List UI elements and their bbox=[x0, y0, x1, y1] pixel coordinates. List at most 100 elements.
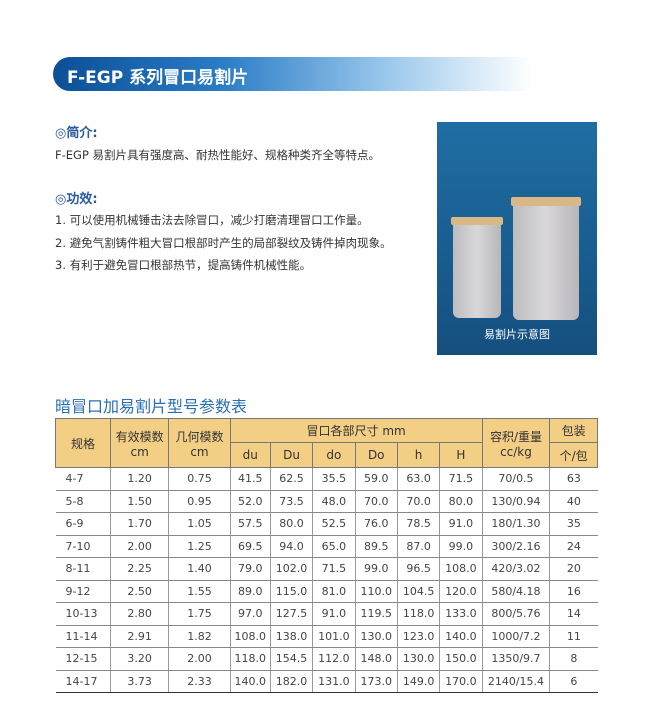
small-cup-lid bbox=[451, 217, 503, 225]
table-cell: 127.5 bbox=[269, 602, 314, 626]
table-cell: 123.0 bbox=[396, 625, 441, 648]
table-cell: 1000/7.2 bbox=[481, 625, 551, 648]
header-Do: Do bbox=[354, 442, 398, 468]
table-cell: 2.00 bbox=[110, 535, 170, 558]
table-cell: 97.0 bbox=[229, 602, 271, 626]
table-cell: 11 bbox=[549, 625, 598, 648]
table-cell: 1350/9.7 bbox=[481, 647, 551, 671]
table-cell: 89.0 bbox=[229, 580, 271, 603]
table-cell: 70/0.5 bbox=[481, 467, 551, 491]
table-cell: 48.0 bbox=[312, 490, 356, 513]
table-row: 6-9 1.70 1.05 57.5 80.0 52.5 76.0 78.5 91.0 180/1… bbox=[55, 512, 598, 536]
intro-text: F-EGP 易割片具有强度高、耐热性能好、规格种类齐全等特点。 bbox=[55, 148, 381, 162]
table-cell: 130/0.94 bbox=[481, 490, 551, 513]
table-row: 4-7 1.20 0.75 41.5 62.5 35.5 59.0 63.0 71.5 70/0.… bbox=[55, 467, 598, 491]
table-cell: 80.0 bbox=[439, 490, 483, 513]
large-cup bbox=[513, 202, 579, 320]
header-dims: 冒口各部尺寸 mm bbox=[229, 418, 483, 443]
table-title: 暗冒口加易割片型号参数表 bbox=[55, 397, 248, 416]
intro-heading: ◎简介: bbox=[55, 126, 98, 141]
table-cell: 7-10 bbox=[55, 535, 112, 558]
table-cell: 41.5 bbox=[229, 467, 271, 491]
table-cell: 2.50 bbox=[110, 580, 170, 603]
table-cell: 0.75 bbox=[168, 467, 231, 491]
page-title: F-EGP 系列冒口易割片 bbox=[67, 68, 249, 88]
table-cell: 70.0 bbox=[354, 490, 398, 513]
table-cell: 3.20 bbox=[110, 647, 170, 671]
table-cell: 11-14 bbox=[55, 625, 112, 648]
table-cell: 1.70 bbox=[110, 512, 170, 536]
table-cell: 110.0 bbox=[354, 580, 398, 603]
table-cell: 63 bbox=[549, 467, 598, 491]
table-cell: 24 bbox=[549, 535, 598, 558]
large-cup-lid bbox=[511, 197, 581, 206]
table-cell: 420/3.02 bbox=[481, 557, 551, 581]
table-cell: 1.55 bbox=[168, 580, 231, 603]
table-cell: 300/2.16 bbox=[481, 535, 551, 558]
table-cell: 62.5 bbox=[269, 467, 314, 491]
effects-heading: ◎功效: bbox=[55, 192, 98, 207]
table-row: 11-14 2.91 1.82 108.0 138.0 101.0 130.0 123.0 14… bbox=[55, 625, 598, 648]
table-cell: 180/1.30 bbox=[481, 512, 551, 536]
table-cell: 4-7 bbox=[55, 467, 112, 491]
effect-item: 2. 避免气割铸件粗大冒口根部时产生的局部裂纹及铸件掉肉现象。 bbox=[55, 236, 392, 250]
table-cell: 149.0 bbox=[396, 670, 441, 693]
table-cell: 120.0 bbox=[439, 580, 483, 603]
header-du: du bbox=[229, 442, 271, 468]
table-cell: 12-15 bbox=[55, 647, 112, 671]
table-cell: 91.0 bbox=[439, 512, 483, 536]
table-cell: 101.0 bbox=[312, 625, 356, 648]
table-cell: 580/4.18 bbox=[481, 580, 551, 603]
header-spec: 规格 bbox=[54, 418, 112, 468]
table-cell: 150.0 bbox=[439, 647, 483, 671]
table-cell: 133.0 bbox=[439, 602, 483, 626]
table-row: 14-17 3.73 2.33 140.0 182.0 131.0 173.0 149.0 17… bbox=[55, 670, 598, 693]
table-cell: 2.33 bbox=[168, 670, 231, 693]
table-cell: 2140/15.4 bbox=[481, 670, 551, 693]
table-cell: 96.5 bbox=[396, 557, 441, 581]
header-do: do bbox=[312, 442, 356, 468]
table-cell: 8 bbox=[549, 647, 598, 671]
table-cell: 94.0 bbox=[269, 535, 314, 558]
table-cell: 70.0 bbox=[396, 490, 441, 513]
table-cell: 3.73 bbox=[110, 670, 170, 693]
table-cell: 79.0 bbox=[229, 557, 271, 581]
product-photo: 易割片示意图 bbox=[437, 122, 597, 355]
table-cell: 99.0 bbox=[354, 557, 398, 581]
table-cell: 173.0 bbox=[354, 670, 398, 693]
table-cell: 131.0 bbox=[312, 670, 356, 693]
table-cell: 119.5 bbox=[354, 602, 398, 626]
table-cell: 2.25 bbox=[110, 557, 170, 581]
table-cell: 1.82 bbox=[168, 625, 231, 648]
table-cell: 80.0 bbox=[269, 512, 314, 536]
table-cell: 69.5 bbox=[229, 535, 271, 558]
table-cell: 140.0 bbox=[439, 625, 483, 648]
table-cell: 108.0 bbox=[439, 557, 483, 581]
table-cell: 35.5 bbox=[312, 467, 356, 491]
table-cell: 6-9 bbox=[55, 512, 112, 536]
header-pack-unit: 个/包 bbox=[549, 442, 598, 468]
table-cell: 40 bbox=[549, 490, 598, 513]
small-cup bbox=[453, 222, 501, 318]
table-cell: 91.0 bbox=[312, 602, 356, 626]
table-cell: 800/5.76 bbox=[481, 602, 551, 626]
table-cell: 1.25 bbox=[168, 535, 231, 558]
table-cell: 130.0 bbox=[354, 625, 398, 648]
header-eff: 有效模数 cm bbox=[110, 418, 170, 468]
table-cell: 8-11 bbox=[55, 557, 112, 581]
table-cell: 138.0 bbox=[269, 625, 314, 648]
table-cell: 78.5 bbox=[396, 512, 441, 536]
table-cell: 59.0 bbox=[354, 467, 398, 491]
table-cell: 182.0 bbox=[269, 670, 314, 693]
table-cell: 5-8 bbox=[55, 490, 112, 513]
table-cell: 1.75 bbox=[168, 602, 231, 626]
table-cell: 14-17 bbox=[55, 670, 112, 693]
table-cell: 89.5 bbox=[354, 535, 398, 558]
table-cell: 9-12 bbox=[55, 580, 112, 603]
header-geo: 几何模数 cm bbox=[168, 418, 231, 468]
effect-item: 3. 有利于避免冒口根部热节，提高铸件机械性能。 bbox=[55, 258, 312, 272]
table-cell: 140.0 bbox=[229, 670, 271, 693]
table-cell: 118.0 bbox=[396, 602, 441, 626]
table-cell: 81.0 bbox=[312, 580, 356, 603]
